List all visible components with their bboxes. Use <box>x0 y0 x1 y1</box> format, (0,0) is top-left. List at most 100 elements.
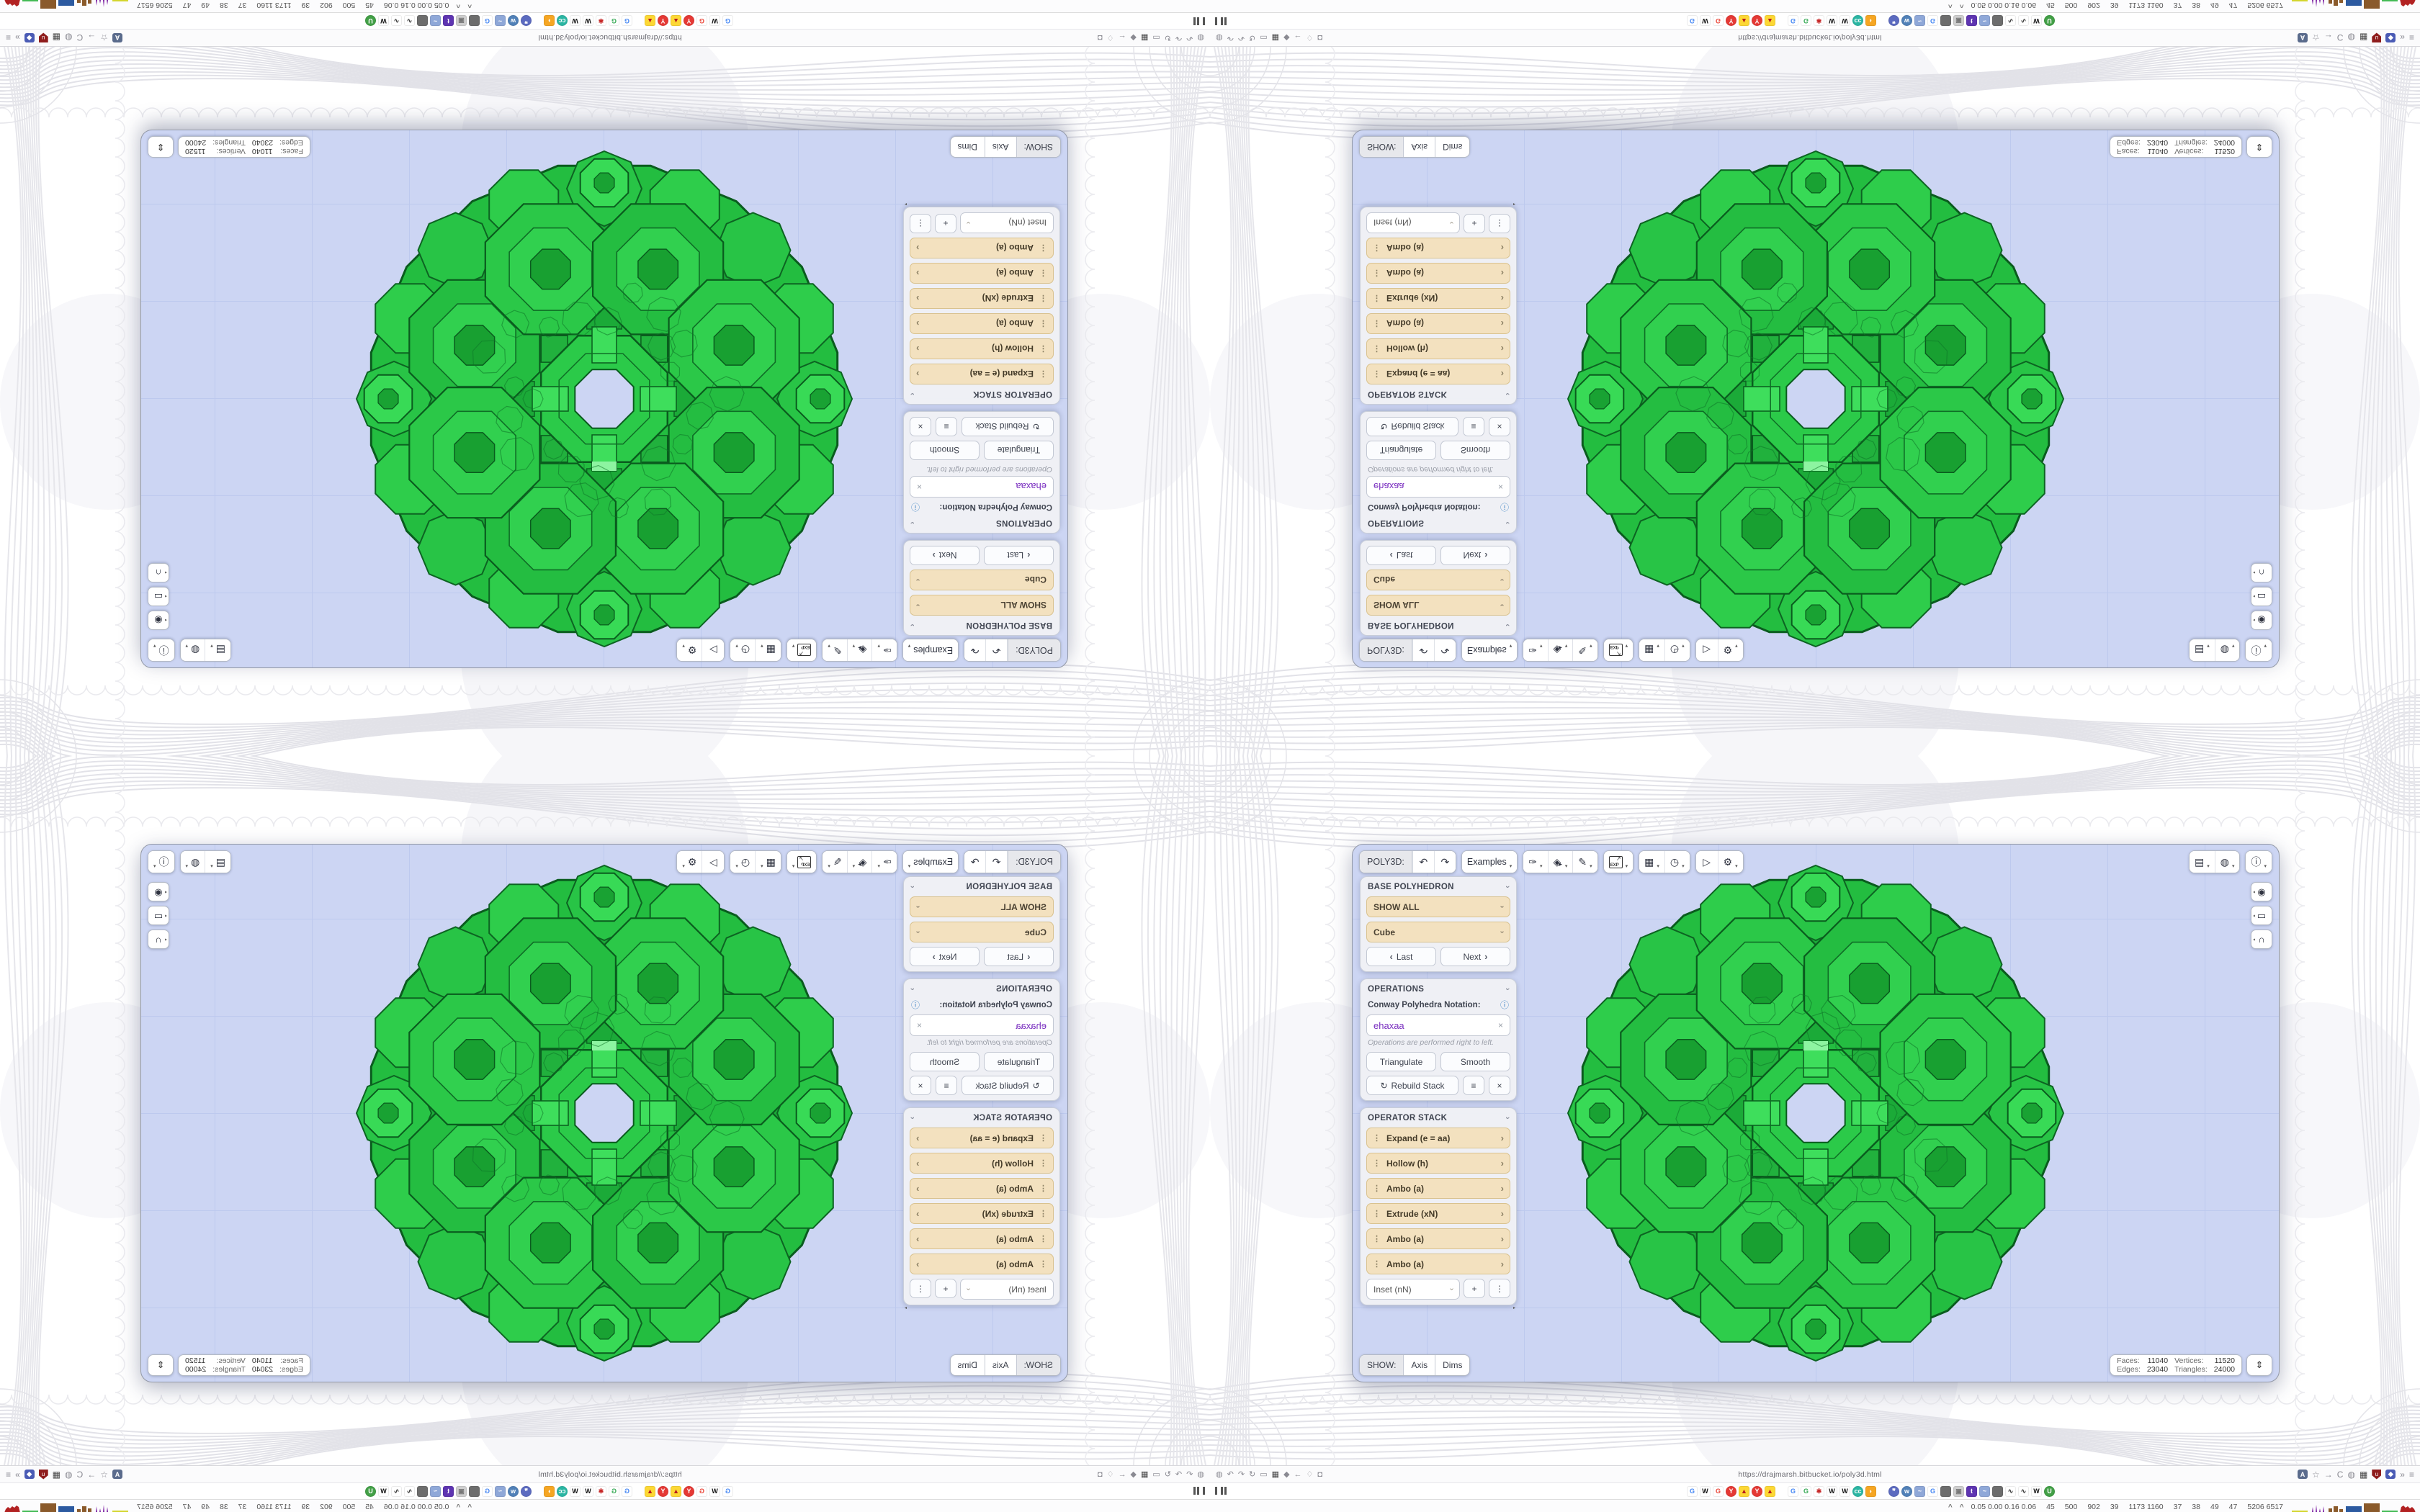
clear-stack-button[interactable]: × <box>1489 417 1510 436</box>
bookmark-favicon[interactable]: Y <box>684 1485 694 1497</box>
appearance-button[interactable]: ✑ ▾ <box>872 851 897 873</box>
url-field[interactable]: https://drajmarsh.bitbucket.io/poly3d.ht… <box>128 1470 1092 1479</box>
operations-header[interactable]: OPERATIONS › <box>1368 518 1512 527</box>
operator-stack-header[interactable]: OPERATOR STACK › <box>908 1114 1052 1122</box>
collapse-icon[interactable]: ^ <box>456 1503 461 1511</box>
drag-handle-icon[interactable]: ⋮ <box>1373 294 1381 302</box>
bookmark-favicon[interactable]: U <box>365 15 376 27</box>
bookmark-favicon[interactable]: ∿ <box>2018 15 2029 27</box>
bookmark-favicon[interactable]: W <box>570 15 581 27</box>
smooth-button[interactable]: Smooth <box>1440 441 1510 460</box>
folder-icon[interactable]: ▭ <box>1152 33 1160 42</box>
polyhedron-canvas[interactable] <box>141 845 1067 1382</box>
bookmark-favicon[interactable]: ▣ <box>1953 1485 1964 1497</box>
resize-button[interactable]: ⇕ <box>148 1354 174 1376</box>
stats-panel-button[interactable]: ▤ ▾ <box>205 851 230 873</box>
next-button[interactable]: Next › <box>910 947 980 966</box>
arrow-right-icon[interactable]: → <box>2323 32 2333 43</box>
more-icon[interactable]: » <box>2400 32 2405 43</box>
operator-options-button[interactable]: ⋮ ▸ <box>905 202 931 233</box>
solid-view-button[interactable]: ◈ ▸ ▾ <box>847 639 873 661</box>
visibility-toggle[interactable]: ◂ ◉ <box>2251 882 2272 901</box>
add-operator-button[interactable]: + <box>1464 214 1485 233</box>
stack-list-button[interactable]: ≡ <box>1463 417 1484 436</box>
data-table-button[interactable]: ▦ ▾ <box>756 639 781 661</box>
globe-icon[interactable]: ◍ <box>2347 1469 2355 1480</box>
bookmark-favicon[interactable]: ❞ <box>1888 15 1899 27</box>
triangulate-button[interactable]: Triangulate <box>1366 1052 1436 1071</box>
operator-item-extrude[interactable]: ⋮ Extrude (xN) › <box>910 288 1054 309</box>
shape-select[interactable]: Cube › <box>1366 570 1510 590</box>
data-table-button[interactable]: ▦ ▾ <box>756 851 781 873</box>
rebuild-stack-button[interactable]: ↻ Rebuild Stack <box>1366 1076 1458 1095</box>
stack-list-button[interactable]: ≡ <box>936 417 957 436</box>
bookmark-favicon[interactable]: W <box>1827 15 1837 27</box>
export-button[interactable]: ↗ EXP ▾ <box>786 639 817 661</box>
bookmark-favicon[interactable]: ✱ <box>1814 1485 1824 1497</box>
menu-icon[interactable]: ≡ <box>2408 1469 2414 1480</box>
translate-icon[interactable]: A <box>112 33 122 42</box>
tab-tiling-indicator[interactable] <box>1193 1487 1205 1495</box>
operator-item-extrude[interactable]: ⋮ Extrude (xN) › <box>910 1203 1054 1224</box>
operator-options-button[interactable]: ⋮ ▸ <box>905 1279 931 1310</box>
language-button[interactable]: ◍ ▾ <box>180 639 206 661</box>
operator-item-expand[interactable]: ⋮ Expand (e = aa) › <box>1366 1128 1510 1148</box>
bookmark-favicon[interactable]: ▲ <box>671 1485 681 1497</box>
bookmark-favicon[interactable]: G <box>1788 1485 1798 1497</box>
bookmark-favicon[interactable]: ▲ <box>645 1485 655 1497</box>
operator-item-ambo-1[interactable]: ⋮ Ambo (a) › <box>1366 1178 1510 1199</box>
drag-handle-icon[interactable]: ⋮ <box>1373 269 1381 277</box>
profile-badge-icon[interactable]: ◆ <box>1283 1470 1290 1479</box>
axis-toggle[interactable]: Axis <box>1403 1355 1435 1375</box>
bookmark-favicon[interactable]: U <box>2044 15 2055 27</box>
bookmark-favicon[interactable]: ◗ <box>544 1485 555 1497</box>
trash-icon[interactable]: ▦ <box>52 32 61 43</box>
bookmark-favicon[interactable] <box>417 1485 428 1497</box>
history-button[interactable]: ◷ ▾ <box>1664 851 1690 873</box>
play-button[interactable]: ▷ <box>702 851 725 873</box>
bookmark-favicon[interactable] <box>1992 1485 2003 1497</box>
undo-button[interactable]: ↶ <box>986 639 1008 661</box>
resize-button[interactable]: ⇕ <box>2246 136 2272 158</box>
globe-icon[interactable]: ◍ <box>1197 33 1204 42</box>
appearance-button[interactable]: ✑ ▾ <box>872 639 897 661</box>
shape-select[interactable]: Cube › <box>1366 922 1510 942</box>
bookmark-favicon[interactable]: Y <box>684 15 694 27</box>
section-view-toggle[interactable]: ◂ ▭ <box>148 906 169 925</box>
bookmark-favicon[interactable] <box>417 15 428 27</box>
arrow-left-icon[interactable]: ← <box>1294 1470 1302 1479</box>
operator-item-extrude[interactable]: ⋮ Extrude (xN) › <box>1366 1203 1510 1224</box>
bookmark-favicon[interactable] <box>1940 15 1951 27</box>
bookmark-favicon[interactable]: W <box>2031 1485 2042 1497</box>
export-button[interactable]: ↗ EXP ▾ <box>1603 639 1634 661</box>
bookmark-favicon[interactable]: ❞ <box>1888 1485 1899 1497</box>
drag-handle-icon[interactable]: ⋮ <box>1039 369 1047 378</box>
menu-icon[interactable]: ≡ <box>2408 32 2414 43</box>
language-button[interactable]: ◍ ▾ <box>2214 851 2240 873</box>
redo-button[interactable]: ↷ <box>964 851 987 873</box>
shield-icon[interactable]: ♢ <box>1306 1470 1314 1479</box>
notation-input[interactable]: ehaxaa × <box>910 476 1054 498</box>
bookmark-favicon[interactable]: W <box>378 15 389 27</box>
drag-handle-icon[interactable]: ⋮ <box>1373 344 1381 353</box>
drag-handle-icon[interactable]: ⋮ <box>1373 1159 1381 1168</box>
trash-icon[interactable]: ▦ <box>1271 33 1280 42</box>
operator-item-ambo-2[interactable]: ⋮ Ambo (a) › <box>1366 1228 1510 1249</box>
arrow-right-icon[interactable]: → <box>2323 1469 2333 1480</box>
drag-handle-icon[interactable]: ⋮ <box>1039 1235 1047 1243</box>
bookmark-favicon[interactable]: ∿ <box>404 15 415 27</box>
bookmark-favicon[interactable]: U <box>2044 1485 2055 1497</box>
settings-button[interactable]: ⚙ ▾ <box>1717 639 1743 661</box>
edit-button[interactable]: ✎ ▾ <box>823 851 848 873</box>
url-field[interactable]: https://drajmarsh.bitbucket.io/poly3d.ht… <box>1328 34 2292 42</box>
bookmark-favicon[interactable]: ~ <box>430 1485 441 1497</box>
bookmark-favicon[interactable]: Y <box>1726 15 1736 27</box>
add-operator-select[interactable]: Inset (nN) › <box>1366 212 1460 233</box>
data-table-button[interactable]: ▦ ▾ <box>1639 851 1664 873</box>
edit-button[interactable]: ✎ ▾ <box>1572 639 1597 661</box>
ublock-shield-icon[interactable]: u <box>39 1470 48 1480</box>
polyhedron-canvas[interactable] <box>1353 845 2279 1382</box>
edit-button[interactable]: ✎ ▾ <box>1572 851 1597 873</box>
bookmark-favicon[interactable]: G <box>696 1485 707 1497</box>
bookmark-favicon[interactable]: G <box>622 1485 632 1497</box>
